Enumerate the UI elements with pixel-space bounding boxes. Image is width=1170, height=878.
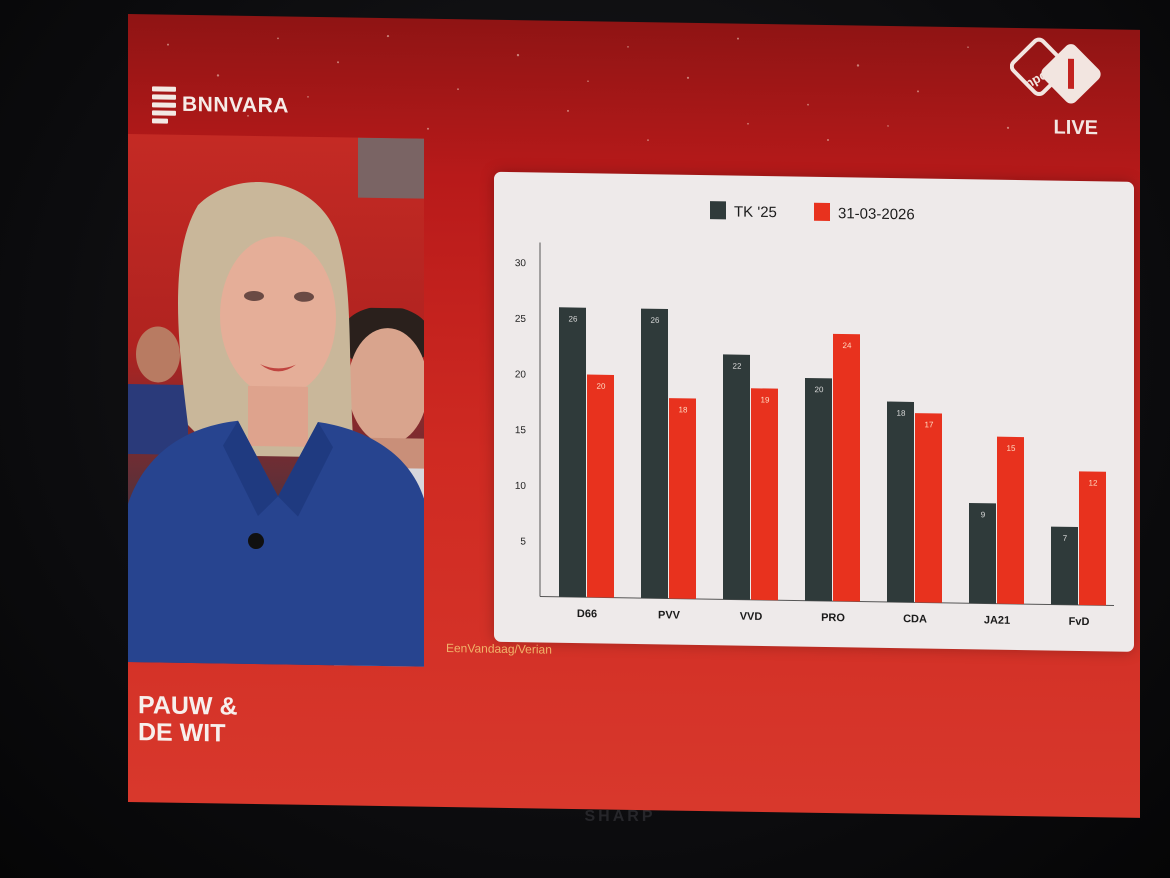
npo-1-logo: npo bbox=[1010, 37, 1101, 104]
bar-chart: 5 10 15 20 25 30 26 20 D66 26 18 PVV 22 19 VVD 20 24 PRO 1… bbox=[515, 242, 1114, 628]
bar-vvd-s1 bbox=[751, 388, 778, 601]
bar-vvd-s0 bbox=[723, 354, 750, 600]
background-person bbox=[128, 326, 188, 455]
x-tick-label: PVV bbox=[658, 609, 681, 621]
x-tick-label: D66 bbox=[577, 608, 597, 620]
y-tick-label: 5 bbox=[520, 536, 526, 547]
data-label: 7 bbox=[1063, 534, 1068, 543]
bnnvara-stripes-icon bbox=[152, 86, 176, 124]
bar-pro-s0 bbox=[805, 377, 832, 602]
show-logo: PAUW & DE WIT bbox=[138, 691, 238, 748]
bar-fvd-s0 bbox=[1051, 526, 1078, 605]
poll-chart-panel: TK '25 31-03-2026 5 10 15 20 25 30 26 20 D66 26 18… bbox=[494, 171, 1134, 652]
data-label: 26 bbox=[569, 314, 578, 323]
show-title-line2: DE WIT bbox=[138, 718, 226, 748]
bar-ja21-s0 bbox=[969, 503, 996, 604]
bar-ja21-s1 bbox=[997, 436, 1024, 605]
bar-cda-s0 bbox=[887, 401, 914, 603]
live-indicator: LIVE bbox=[1053, 116, 1098, 140]
data-label: 12 bbox=[1089, 478, 1098, 487]
chart-source: EenVandaag/Verian bbox=[446, 640, 552, 657]
bar-d66-s1 bbox=[587, 374, 614, 598]
tv-screen: BNNVARA npo LIVE bbox=[128, 14, 1140, 818]
bar-fvd-s1 bbox=[1079, 471, 1106, 606]
data-label: 20 bbox=[815, 385, 824, 394]
y-tick-label: 10 bbox=[515, 481, 527, 492]
data-label: 17 bbox=[925, 420, 934, 429]
bar-pvv-s1 bbox=[669, 398, 696, 599]
x-tick-label: FvD bbox=[1069, 616, 1090, 628]
broadcaster-name: BNNVARA bbox=[182, 92, 289, 118]
show-title-line1: PAUW & bbox=[138, 691, 238, 721]
x-tick-label: CDA bbox=[903, 613, 927, 625]
data-label: 18 bbox=[679, 405, 688, 414]
data-label: 18 bbox=[897, 409, 906, 418]
x-tick-label: VVD bbox=[740, 611, 763, 623]
x-tick-label: JA21 bbox=[984, 614, 1010, 626]
data-label: 15 bbox=[1007, 444, 1016, 453]
y-tick-label: 30 bbox=[515, 258, 527, 269]
studio-camera-frame bbox=[128, 134, 424, 667]
bar-d66-s0 bbox=[559, 307, 586, 598]
broadcaster-logo: BNNVARA bbox=[152, 86, 289, 124]
bar-pvv-s0 bbox=[641, 308, 668, 599]
data-label: 20 bbox=[597, 382, 606, 391]
studio-guest bbox=[128, 182, 424, 667]
data-label: 24 bbox=[843, 341, 852, 350]
bar-cda-s1 bbox=[915, 413, 942, 603]
tv-brand-logo: SHARP bbox=[584, 808, 656, 825]
y-tick-label: 20 bbox=[515, 369, 527, 380]
y-tick-label: 25 bbox=[515, 314, 527, 325]
bar-pro-s1 bbox=[833, 333, 860, 602]
data-label: 22 bbox=[733, 362, 742, 371]
data-label: 19 bbox=[761, 395, 770, 404]
data-label: 26 bbox=[651, 316, 660, 325]
y-tick-label: 15 bbox=[515, 425, 527, 436]
starfield-background bbox=[167, 34, 1010, 142]
x-tick-label: PRO bbox=[821, 612, 845, 624]
data-label: 9 bbox=[981, 510, 986, 519]
